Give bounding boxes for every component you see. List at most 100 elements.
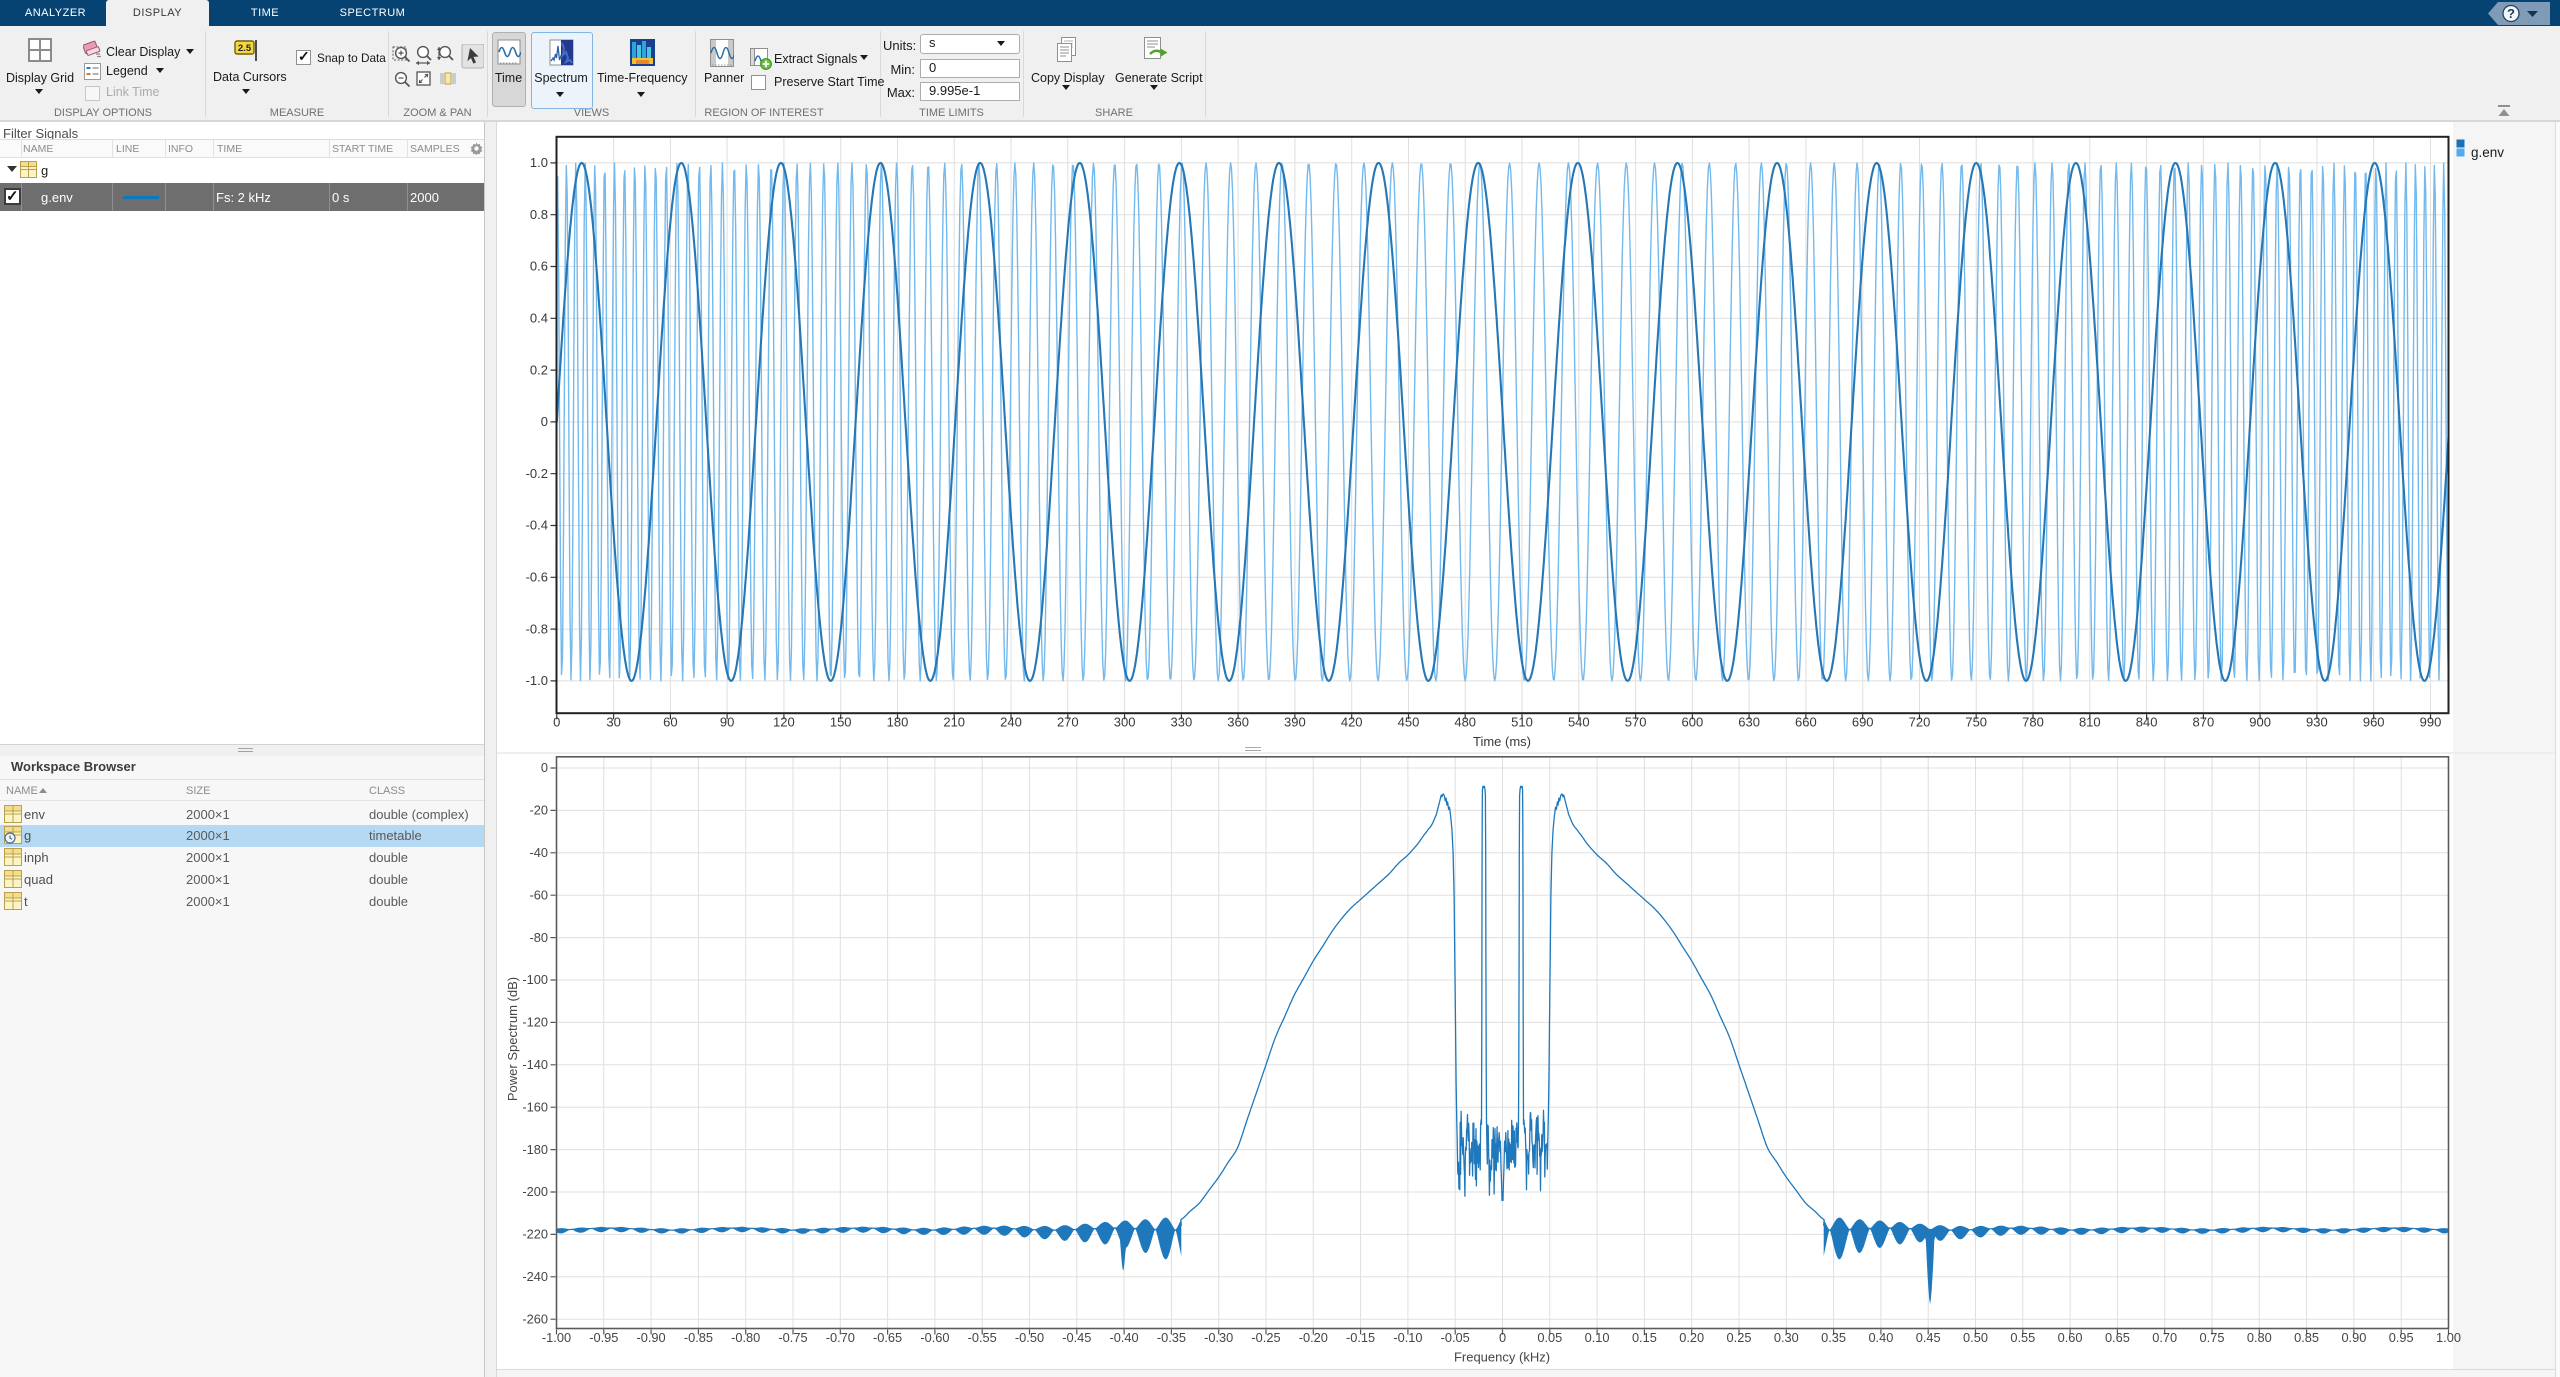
svg-text:900: 900 (2249, 715, 2271, 730)
svg-text:-0.50: -0.50 (1015, 1330, 1044, 1345)
svg-text:-0.40: -0.40 (1110, 1330, 1139, 1345)
svg-text:0.40: 0.40 (1868, 1330, 1893, 1345)
svg-text:-0.90: -0.90 (637, 1330, 666, 1345)
svg-text:-0.6: -0.6 (526, 570, 548, 585)
svg-text:570: 570 (1625, 715, 1647, 730)
svg-text:0.45: 0.45 (1916, 1330, 1941, 1345)
svg-text:1.0: 1.0 (530, 155, 548, 170)
svg-text:-80: -80 (530, 930, 549, 945)
svg-text:0.85: 0.85 (2294, 1330, 2319, 1345)
svg-text:-0.35: -0.35 (1157, 1330, 1186, 1345)
svg-text:720: 720 (1909, 715, 1931, 730)
svg-text:540: 540 (1568, 715, 1590, 730)
svg-text:0: 0 (541, 414, 548, 429)
svg-text:930: 930 (2306, 715, 2328, 730)
svg-text:0.25: 0.25 (1727, 1330, 1752, 1345)
svg-text:750: 750 (1965, 715, 1987, 730)
svg-text:-0.25: -0.25 (1251, 1330, 1280, 1345)
svg-text:0.20: 0.20 (1679, 1330, 1704, 1345)
svg-text:870: 870 (2193, 715, 2215, 730)
svg-text:600: 600 (1682, 715, 1704, 730)
svg-text:120: 120 (773, 715, 795, 730)
svg-text:g.env: g.env (2471, 145, 2504, 160)
svg-text:-100: -100 (522, 972, 548, 987)
svg-text:0.90: 0.90 (2341, 1330, 2366, 1345)
svg-text:-220: -220 (522, 1227, 548, 1242)
svg-text:0.70: 0.70 (2152, 1330, 2177, 1345)
svg-text:0.4: 0.4 (530, 311, 548, 326)
svg-text:Frequency (kHz): Frequency (kHz) (1454, 1350, 1550, 1365)
svg-text:0.2: 0.2 (530, 362, 548, 377)
svg-text:390: 390 (1284, 715, 1306, 730)
svg-text:-0.45: -0.45 (1062, 1330, 1091, 1345)
svg-text:1.00: 1.00 (2436, 1330, 2461, 1345)
svg-text:-200: -200 (522, 1184, 548, 1199)
svg-text:-1.00: -1.00 (542, 1330, 571, 1345)
svg-text:180: 180 (887, 715, 909, 730)
svg-text:360: 360 (1227, 715, 1249, 730)
svg-text:-0.4: -0.4 (526, 518, 548, 533)
svg-text:0.80: 0.80 (2247, 1330, 2272, 1345)
svg-text:480: 480 (1454, 715, 1476, 730)
svg-text:0.35: 0.35 (1821, 1330, 1846, 1345)
svg-text:450: 450 (1398, 715, 1420, 730)
svg-text:780: 780 (2022, 715, 2044, 730)
svg-text:-260: -260 (522, 1311, 548, 1326)
svg-text:510: 510 (1511, 715, 1533, 730)
svg-text:0.50: 0.50 (1963, 1330, 1988, 1345)
svg-text:-0.05: -0.05 (1441, 1330, 1470, 1345)
svg-text:0.6: 0.6 (530, 259, 548, 274)
svg-text:810: 810 (2079, 715, 2101, 730)
svg-text:990: 990 (2420, 715, 2442, 730)
svg-text:-0.10: -0.10 (1393, 1330, 1422, 1345)
svg-text:270: 270 (1057, 715, 1079, 730)
svg-text:-1.0: -1.0 (526, 673, 548, 688)
svg-text:60: 60 (663, 715, 677, 730)
svg-text:-140: -140 (522, 1057, 548, 1072)
svg-text:840: 840 (2136, 715, 2158, 730)
svg-text:-0.8: -0.8 (526, 621, 548, 636)
svg-text:660: 660 (1795, 715, 1817, 730)
svg-text:-20: -20 (530, 803, 549, 818)
svg-text:-160: -160 (522, 1099, 548, 1114)
svg-text:-0.75: -0.75 (778, 1330, 807, 1345)
svg-text:-120: -120 (522, 1015, 548, 1030)
svg-text:-0.70: -0.70 (826, 1330, 855, 1345)
svg-text:30: 30 (606, 715, 620, 730)
svg-text:0.65: 0.65 (2105, 1330, 2130, 1345)
svg-text:960: 960 (2363, 715, 2385, 730)
svg-text:420: 420 (1341, 715, 1363, 730)
svg-text:-0.30: -0.30 (1204, 1330, 1233, 1345)
svg-text:?: ? (2507, 6, 2515, 21)
svg-text:-0.85: -0.85 (684, 1330, 713, 1345)
svg-text:0.8: 0.8 (530, 207, 548, 222)
svg-text:-0.80: -0.80 (731, 1330, 760, 1345)
svg-text:-0.55: -0.55 (968, 1330, 997, 1345)
svg-text:-180: -180 (522, 1142, 548, 1157)
svg-text:0.15: 0.15 (1632, 1330, 1657, 1345)
svg-text:-240: -240 (522, 1269, 548, 1284)
svg-text:0.95: 0.95 (2389, 1330, 2414, 1345)
svg-text:-0.95: -0.95 (589, 1330, 618, 1345)
svg-text:690: 690 (1852, 715, 1874, 730)
svg-text:-0.15: -0.15 (1346, 1330, 1375, 1345)
svg-text:-0.60: -0.60 (920, 1330, 949, 1345)
svg-text:0: 0 (1499, 1330, 1506, 1345)
svg-text:300: 300 (1114, 715, 1136, 730)
svg-text:90: 90 (720, 715, 734, 730)
svg-text:150: 150 (830, 715, 852, 730)
svg-text:Power Spectrum (dB): Power Spectrum (dB) (505, 977, 520, 1101)
svg-text:630: 630 (1738, 715, 1760, 730)
svg-text:0: 0 (541, 760, 548, 775)
svg-text:-60: -60 (530, 887, 549, 902)
svg-text:0.60: 0.60 (2058, 1330, 2083, 1345)
svg-text:0.30: 0.30 (1774, 1330, 1799, 1345)
svg-text:0.55: 0.55 (2010, 1330, 2035, 1345)
svg-text:-0.65: -0.65 (873, 1330, 902, 1345)
svg-text:0.10: 0.10 (1585, 1330, 1610, 1345)
svg-text:-0.20: -0.20 (1299, 1330, 1328, 1345)
svg-text:330: 330 (1171, 715, 1193, 730)
svg-text:-0.2: -0.2 (526, 466, 548, 481)
svg-text:2.5: 2.5 (238, 43, 252, 54)
svg-text:240: 240 (1000, 715, 1022, 730)
